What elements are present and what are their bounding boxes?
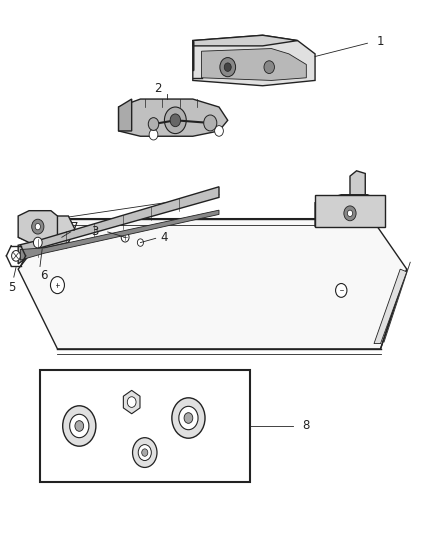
Circle shape — [50, 277, 64, 294]
Circle shape — [133, 438, 157, 467]
Polygon shape — [315, 195, 385, 227]
Circle shape — [33, 237, 42, 248]
Circle shape — [264, 61, 275, 74]
Circle shape — [224, 63, 231, 71]
Circle shape — [336, 284, 347, 297]
Polygon shape — [350, 171, 365, 195]
Circle shape — [179, 406, 198, 430]
Circle shape — [172, 398, 205, 438]
Circle shape — [149, 130, 158, 140]
Circle shape — [184, 413, 193, 423]
Circle shape — [12, 251, 20, 261]
Text: 6: 6 — [41, 269, 48, 282]
Text: 1: 1 — [377, 35, 384, 47]
Circle shape — [35, 223, 40, 230]
Circle shape — [164, 107, 186, 134]
Circle shape — [142, 449, 148, 456]
Circle shape — [215, 126, 223, 136]
Text: 2: 2 — [154, 82, 162, 95]
Text: 8: 8 — [303, 419, 310, 432]
Polygon shape — [124, 390, 140, 414]
Circle shape — [63, 406, 96, 446]
Bar — [40, 370, 250, 482]
Circle shape — [204, 115, 217, 131]
Text: 4: 4 — [161, 231, 168, 244]
Text: 7: 7 — [71, 221, 79, 234]
Circle shape — [32, 219, 44, 234]
Circle shape — [138, 239, 144, 246]
Circle shape — [121, 232, 129, 242]
Polygon shape — [119, 99, 132, 131]
Text: 3: 3 — [91, 225, 98, 238]
Circle shape — [170, 114, 180, 127]
Text: 5: 5 — [8, 281, 15, 294]
Circle shape — [75, 421, 84, 431]
Circle shape — [220, 58, 236, 77]
Circle shape — [148, 118, 159, 131]
Polygon shape — [18, 187, 219, 264]
Circle shape — [70, 414, 89, 438]
Circle shape — [344, 206, 356, 221]
Polygon shape — [18, 216, 75, 248]
Polygon shape — [18, 211, 57, 243]
Polygon shape — [374, 269, 407, 344]
Polygon shape — [119, 99, 228, 136]
Circle shape — [138, 445, 151, 461]
Polygon shape — [193, 35, 297, 46]
Polygon shape — [315, 195, 385, 227]
Polygon shape — [18, 219, 407, 349]
Polygon shape — [20, 210, 219, 260]
Polygon shape — [201, 49, 306, 80]
Circle shape — [127, 397, 136, 407]
Circle shape — [347, 210, 353, 216]
Polygon shape — [193, 35, 315, 86]
